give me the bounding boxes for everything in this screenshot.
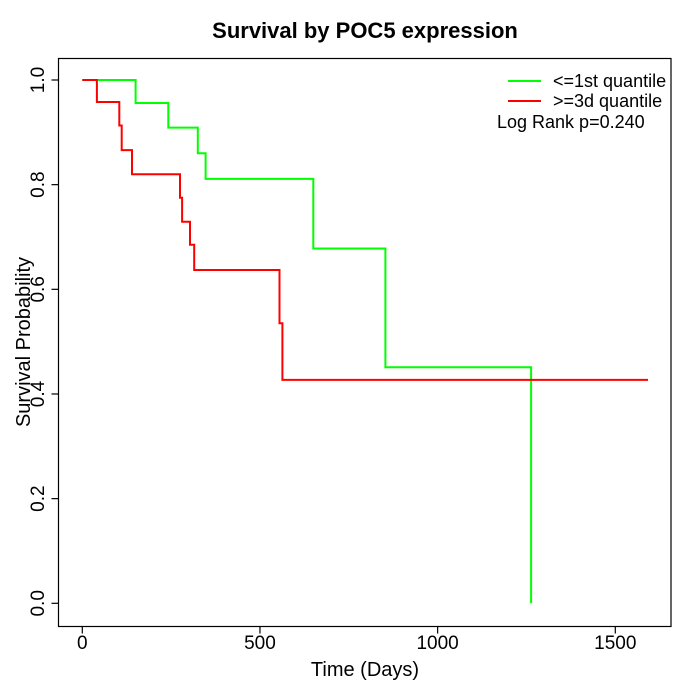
y-tick-label: 0.8 [28, 171, 49, 197]
x-tick-label: 1000 [416, 633, 458, 654]
survival-curve-first-quantile [82, 79, 533, 604]
x-tick-label: 0 [77, 633, 88, 654]
y-tick-label: 0.2 [28, 485, 49, 511]
y-axis-label: Survival Probability [13, 257, 35, 427]
x-axis-label: Time (Days) [311, 659, 419, 681]
y-tick-label: 1.0 [28, 67, 49, 93]
legend-label-first-quantile: <=1st quantile [553, 71, 666, 91]
plot-box [57, 57, 672, 628]
y-tick-label: 0.6 [28, 276, 49, 302]
x-tick-label: 1500 [594, 633, 636, 654]
chart-title: Survival by POC5 expression [212, 18, 518, 43]
log-rank-annotation: Log Rank p=0.240 [497, 112, 645, 132]
survival-curve-third-quantile [82, 79, 648, 381]
legend-label-third-quantile: >=3d quantile [553, 91, 662, 111]
y-tick-label: 0.4 [28, 380, 49, 407]
plot-area: 0 500 1000 1500 0.0 0.2 0.4 0.6 0.8 1.0 [28, 57, 672, 654]
y-tick-label: 0.0 [28, 590, 49, 616]
legend: <=1st quantile >=3d quantile Log Rank p=… [497, 71, 666, 132]
x-tick-label: 500 [244, 633, 276, 654]
